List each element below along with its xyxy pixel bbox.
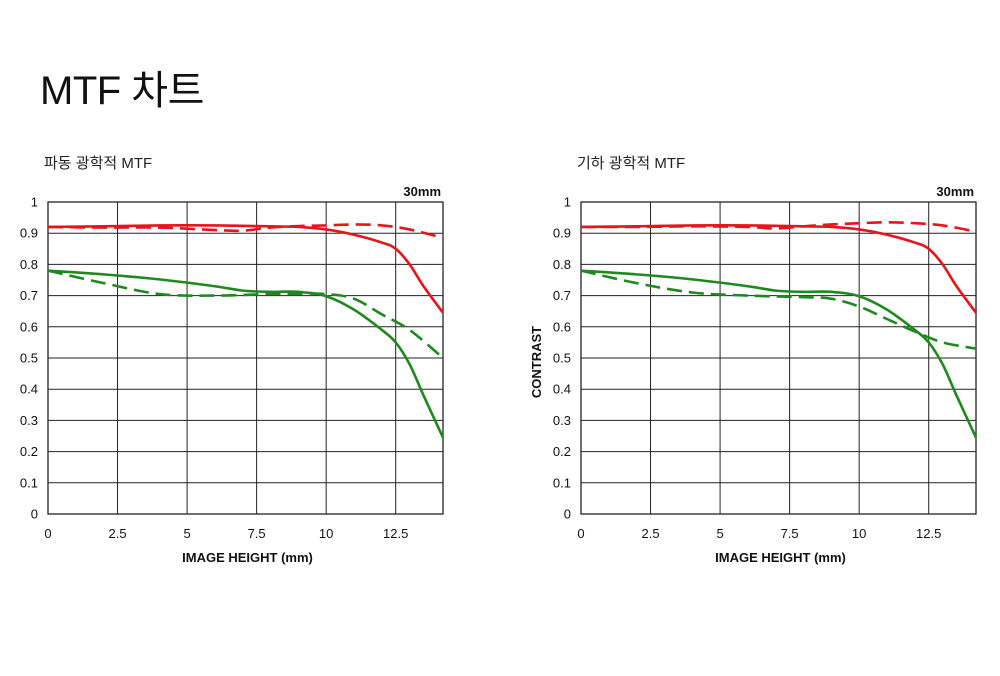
chart-subtitle: 기하 광학적 MTF (577, 155, 686, 172)
x-axis-title: IMAGE HEIGHT (mm) (182, 550, 313, 565)
y-tick-label: 0.5 (20, 351, 38, 366)
focal-length-label: 30mm (936, 184, 974, 199)
red-dashed-mtf-line (580, 220, 977, 233)
y-tick-label: 0.2 (20, 444, 38, 459)
red-dashed-mtf-line (47, 223, 444, 240)
green-dashed-mtf-line (580, 269, 977, 350)
y-tick-label: 0 (564, 507, 571, 522)
x-tick-label: 2.5 (109, 526, 127, 541)
x-tick-label: 2.5 (642, 526, 660, 541)
y-tick-label: 1 (31, 195, 38, 210)
y-tick-label: 0.8 (20, 257, 38, 272)
y-tick-label: 0.9 (20, 226, 38, 241)
chart-wave-optical-mtf: 파동 광학적 MTF 0 0.1 0.2 0.3 0.4 0.5 0.6 0.7 0.8 0.9 1… (0, 140, 460, 580)
plot-frame (47, 201, 444, 515)
page-title: MTF 차트 (40, 69, 204, 113)
y-tick-label: 0.5 (553, 351, 571, 366)
y-tick-label: 0.6 (20, 319, 38, 334)
red-solid-mtf-line (47, 223, 445, 314)
y-tick-label: 0.4 (20, 382, 38, 397)
chart-subtitle: 파동 광학적 MTF (44, 155, 153, 172)
x-tick-label: 7.5 (781, 526, 799, 541)
x-tick-label: 12.5 (383, 526, 408, 541)
y-tick-label: 0.7 (553, 288, 571, 303)
red-solid-mtf-line (580, 223, 978, 314)
y-tick-label: 0.3 (20, 413, 38, 428)
x-axis-title: IMAGE HEIGHT (mm) (715, 550, 846, 565)
plot-frame (580, 201, 977, 515)
x-tick-label: 10 (319, 526, 333, 541)
x-tick-label: 0 (577, 526, 584, 541)
y-tick-label: 0.8 (553, 257, 571, 272)
y-tick-label: 0.6 (553, 319, 571, 334)
green-solid-mtf-line (580, 269, 978, 439)
x-tick-label: 5 (183, 526, 190, 541)
y-tick-label: 1 (564, 195, 571, 210)
y-tick-label: 0.3 (553, 413, 571, 428)
mtf-chart-svg: 00.10.20.30.40.50.60.70.80.910 2.5 5 7.5 10 1… (529, 184, 978, 565)
y-tick-label: 0 (31, 507, 38, 522)
y-axis-title: CONTRAST (529, 326, 544, 398)
green-dashed-mtf-line (47, 269, 444, 359)
y-tick-label: 0.9 (553, 226, 571, 241)
x-tick-label: 12.5 (916, 526, 941, 541)
chart-geometric-optical-mtf: 기하 광학적 MTF 0 0.1 0.2 0.3 0.4 0.5 0.6 0.7 0.8 0.9 1… (529, 140, 993, 580)
x-tick-label: 10 (852, 526, 866, 541)
y-tick-label: 0.1 (20, 475, 38, 490)
mtf-chart-svg: 00.10.20.30.40.50.60.70.80.910 2.5 5 7.5 10 1… (20, 184, 445, 565)
y-tick-label: 0.7 (20, 288, 38, 303)
x-tick-label: 0 (44, 526, 51, 541)
focal-length-label: 30mm (403, 184, 441, 199)
y-tick-label: 0.1 (553, 475, 571, 490)
y-tick-label: 0.2 (553, 444, 571, 459)
x-tick-label: 7.5 (248, 526, 266, 541)
y-tick-label: 0.4 (553, 382, 571, 397)
x-tick-label: 5 (716, 526, 723, 541)
